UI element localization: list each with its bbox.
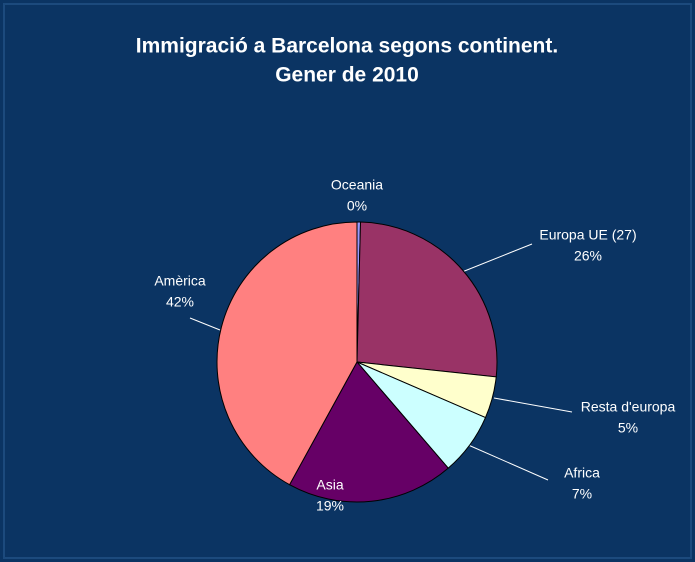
slice-value-label: 26% xyxy=(574,248,602,264)
leader-line xyxy=(465,443,549,481)
slice-label: Amèrica xyxy=(154,273,206,289)
slice-value-label: 0% xyxy=(347,198,367,214)
pie-slice xyxy=(216,221,358,486)
slice-label: Resta d'europa xyxy=(581,399,676,415)
chart-title: Immigració a Barcelona segons continent. xyxy=(136,35,558,58)
leader-line xyxy=(493,397,573,413)
slice-value-label: 19% xyxy=(316,498,344,514)
pie-slice xyxy=(288,361,449,503)
pie-slice xyxy=(356,221,498,378)
leader-line xyxy=(189,317,221,331)
chart-subtitle: Gener de 2010 xyxy=(275,64,419,87)
slice-label: Asia xyxy=(316,477,343,493)
slice-value-label: 5% xyxy=(618,420,638,436)
leader-lines xyxy=(189,243,573,481)
leader-line xyxy=(461,243,533,273)
slice-label: Oceania xyxy=(331,177,383,193)
slice-value-label: 42% xyxy=(166,294,194,310)
slice-label: Europa UE (27) xyxy=(539,227,636,243)
slice-value-label: 7% xyxy=(572,486,592,502)
border xyxy=(3,3,692,559)
slice-label: Africa xyxy=(564,465,600,481)
